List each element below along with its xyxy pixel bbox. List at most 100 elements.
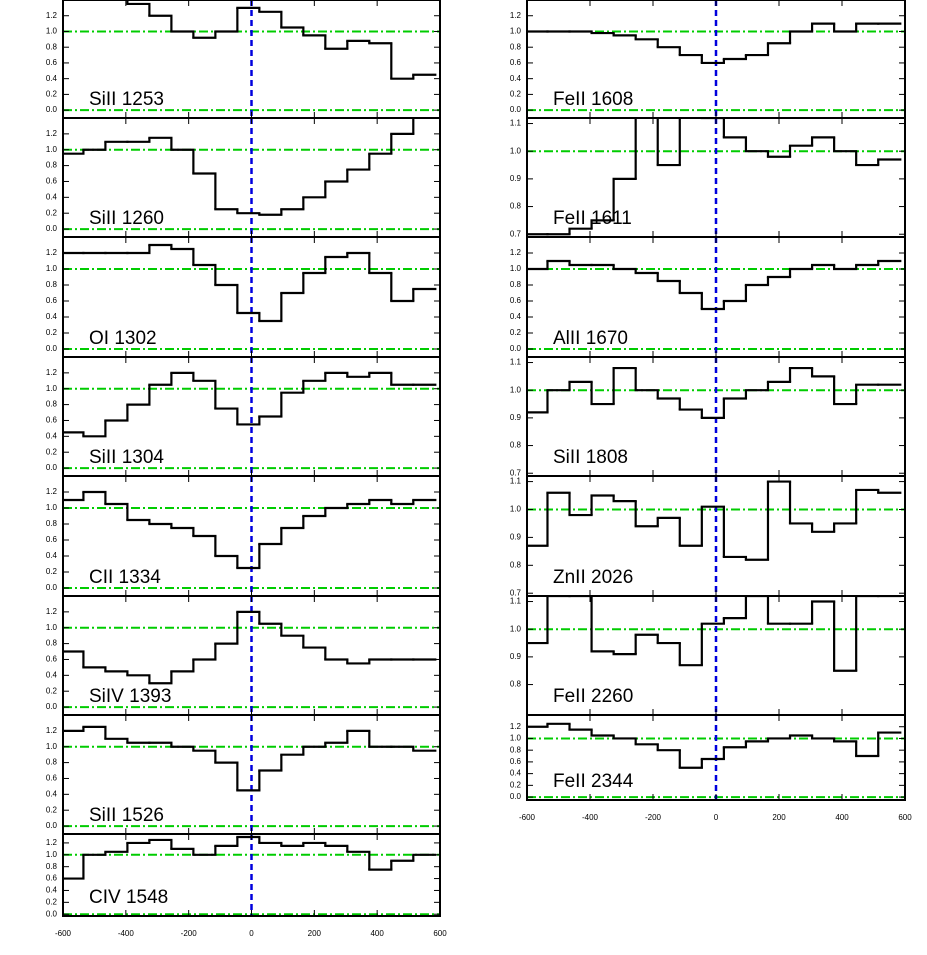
y-tick-label: 0.2 [46, 208, 58, 217]
y-tick-label: 1.1 [510, 119, 522, 128]
y-tick-label: 0.0 [46, 463, 58, 472]
x-tick-label: 200 [772, 813, 786, 822]
panel-title: SiII 1304 [89, 447, 164, 468]
y-tick-label: 0.6 [46, 655, 58, 664]
y-tick-label: 1.2 [46, 607, 58, 616]
y-tick-label: 0.0 [46, 702, 58, 711]
y-tick-label: 1.0 [510, 505, 522, 514]
y-tick-label: 0.2 [46, 897, 58, 906]
y-tick-label: 0.4 [510, 312, 522, 321]
y-tick-label: 0.2 [510, 90, 522, 99]
y-tick-label: 0.2 [46, 567, 58, 576]
y-tick-label: 0.7 [510, 588, 522, 597]
y-tick-label: 1.0 [510, 264, 522, 273]
y-tick-label: 0.6 [46, 416, 58, 425]
y-tick-label: 1.0 [510, 146, 522, 155]
y-tick-label: 0.2 [46, 686, 58, 695]
panel-frame [526, 714, 906, 801]
panel-title: FeII 1608 [553, 89, 633, 110]
y-tick-label: 1.2 [46, 248, 58, 257]
y-tick-label: 0.7 [510, 468, 522, 477]
y-tick-label: 0.4 [46, 551, 58, 560]
y-tick-label: 0.4 [46, 74, 58, 83]
y-tick-label: 0.9 [510, 174, 522, 183]
y-tick-label: 0.4 [46, 431, 58, 440]
y-tick-label: 0.6 [46, 774, 58, 783]
y-tick-label: 0.0 [46, 821, 58, 830]
panel-title: SiIV 1393 [89, 686, 171, 707]
panel [527, 357, 905, 476]
y-tick-label: 1.2 [510, 248, 522, 257]
y-tick-label: 0.8 [46, 161, 58, 170]
y-tick-label: 0.2 [46, 805, 58, 814]
y-tick-label: 1.2 [46, 838, 58, 847]
panel-title: FeII 2260 [553, 686, 633, 707]
y-tick-label: 0.2 [510, 328, 522, 337]
y-tick-label: 0.8 [46, 862, 58, 871]
x-tick-label: 600 [433, 929, 447, 938]
panel-title: SiII 1808 [553, 447, 628, 468]
y-tick-label: 1.0 [46, 850, 58, 859]
y-tick-label: 0.0 [510, 344, 522, 353]
y-tick-label: 1.1 [510, 477, 522, 486]
panel [63, 596, 440, 715]
y-tick-label: 0.8 [46, 519, 58, 528]
panel [527, 476, 905, 596]
x-tick-label: 0 [249, 929, 254, 938]
panel-title: CII 1334 [89, 567, 161, 588]
y-tick-label: 0.4 [46, 886, 58, 895]
x-tick-label: -600 [55, 929, 72, 938]
y-tick-label: 1.1 [510, 597, 522, 606]
y-tick-label: 0.6 [46, 296, 58, 305]
y-tick-label: 0.6 [46, 177, 58, 186]
y-tick-label: 0.6 [46, 58, 58, 67]
y-tick-label: 1.2 [46, 11, 58, 20]
panel [527, 118, 905, 237]
panel [63, 715, 440, 834]
panel [63, 237, 440, 357]
panel-title: OI 1302 [89, 328, 157, 349]
panel [63, 476, 440, 596]
y-tick-label: 1.2 [510, 722, 522, 731]
panel [63, 0, 440, 118]
x-tick-label: 400 [370, 929, 384, 938]
y-tick-label: 0.6 [510, 757, 522, 766]
panel-title: CIV 1548 [89, 887, 168, 908]
y-tick-label: 1.2 [46, 487, 58, 496]
y-tick-label: 0.8 [510, 202, 522, 211]
y-tick-label: 1.0 [46, 384, 58, 393]
panel-title: FeII 2344 [553, 771, 634, 792]
x-tick-label: -200 [181, 929, 198, 938]
y-tick-label: 1.0 [46, 503, 58, 512]
y-tick-label: 0.8 [46, 280, 58, 289]
y-tick-label: 0.4 [510, 769, 522, 778]
y-tick-label: 0.2 [46, 447, 58, 456]
y-tick-label: 0.4 [46, 670, 58, 679]
y-tick-label: 0.8 [510, 680, 522, 689]
y-tick-label: 1.0 [510, 385, 522, 394]
x-tick-label: -200 [645, 813, 662, 822]
y-tick-label: 0.0 [46, 224, 58, 233]
y-tick-label: 0.6 [510, 58, 522, 67]
panel-title: FeII 1611 [553, 208, 632, 229]
y-tick-label: 1.2 [510, 11, 522, 20]
y-tick-label: 1.2 [46, 368, 58, 377]
y-tick-label: 1.0 [46, 742, 58, 751]
x-tick-label: 400 [835, 813, 849, 822]
x-tick-label: -400 [118, 929, 135, 938]
panel [63, 357, 440, 476]
y-tick-label: 0.0 [46, 583, 58, 592]
y-tick-label: 0.8 [510, 42, 522, 51]
y-tick-label: 0.4 [510, 74, 522, 83]
y-tick-label: 0.8 [510, 745, 522, 754]
y-tick-label: 0.0 [46, 909, 58, 918]
x-tick-label: -600 [519, 813, 536, 822]
y-tick-label: 0.8 [46, 758, 58, 767]
y-tick-label: 0.6 [510, 296, 522, 305]
y-tick-label: 0.0 [46, 105, 58, 114]
y-tick-label: 0.8 [46, 42, 58, 51]
y-tick-label: 1.0 [510, 624, 522, 633]
panel-frame [62, 833, 441, 917]
y-tick-label: 0.4 [46, 789, 58, 798]
